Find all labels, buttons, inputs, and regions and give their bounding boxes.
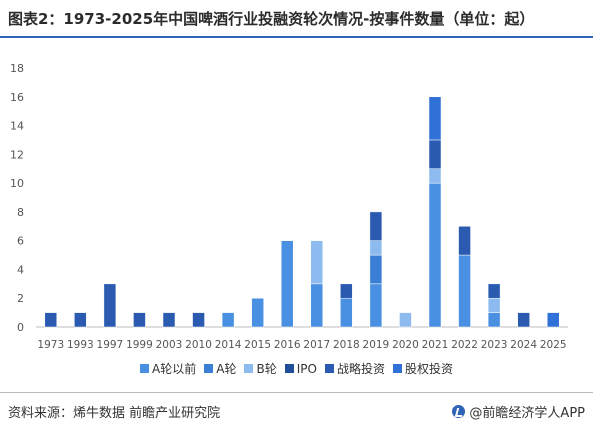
x-tick-label: 1993 [67, 339, 94, 351]
y-tick-label: 2 [17, 292, 24, 305]
x-tick-label: 2023 [481, 339, 508, 351]
bar-segment [458, 226, 471, 256]
bar-segment [192, 312, 205, 328]
y-tick-label: 8 [17, 206, 24, 219]
y-tick-label: 6 [17, 235, 24, 248]
legend-item: 战略投资 [324, 360, 385, 377]
bar-segment [340, 283, 353, 299]
x-tick-label: 2015 [244, 339, 271, 351]
x-tick-label: 2019 [363, 339, 390, 351]
legend-label: 战略投资 [336, 362, 385, 376]
y-tick-label: 10 [10, 177, 24, 190]
bar-segment [369, 283, 383, 328]
y-tick-label: 0 [17, 321, 24, 334]
legend-label: A轮 [216, 362, 237, 376]
bar-segment [221, 312, 235, 328]
bar-segment [369, 254, 383, 285]
bar-segment [458, 254, 471, 328]
bar-segment [369, 240, 383, 256]
legend-label: B轮 [256, 362, 277, 376]
bar-segment [487, 297, 501, 313]
legend-swatch [244, 364, 254, 373]
x-tick-label: 2018 [333, 339, 360, 351]
bar-segment [310, 283, 324, 328]
legend-label: IPO [296, 361, 317, 376]
bar-segment [428, 96, 442, 141]
legend-item: B轮 [244, 360, 277, 377]
legend-item: 股权投资 [392, 360, 453, 377]
legend-label: A轮以前 [152, 362, 197, 376]
source-note: 资料来源：烯牛数据 前瞻产业研究院 [8, 406, 221, 421]
x-tick-label: 2021 [422, 339, 449, 351]
x-tick-label: 2016 [274, 339, 301, 351]
x-tick-label: 2017 [303, 339, 330, 351]
legend-item: A轮以前 [140, 360, 196, 377]
bar-segment [428, 182, 442, 328]
bar-segment [399, 312, 412, 328]
bar-segment [133, 312, 146, 328]
x-tick-label: 2014 [215, 339, 242, 351]
x-tick-label: 1973 [37, 339, 64, 351]
bar-segment [428, 168, 442, 184]
bar-segment [162, 312, 176, 328]
bar-segment [428, 139, 442, 169]
bar-segment [44, 312, 58, 328]
bar-segment [251, 297, 264, 328]
bar-segment [103, 283, 117, 328]
x-tick-label: 2020 [392, 339, 419, 351]
x-tick-label: 2010 [185, 339, 212, 351]
x-tick-label: 2022 [451, 339, 478, 351]
legend-swatch [204, 364, 214, 373]
bar-segment [546, 312, 560, 328]
x-tick-label: 1999 [126, 339, 153, 351]
bar-segment [74, 312, 87, 328]
x-tick-label: 2024 [510, 339, 537, 351]
legend-swatch [140, 364, 150, 373]
bar-segment [517, 312, 530, 328]
brand-credit: @前瞻经济学人APP [452, 402, 585, 421]
y-tick-label: 16 [10, 91, 24, 104]
y-tick-label: 12 [10, 148, 24, 161]
brand-label: @前瞻经济学人APP [469, 406, 585, 421]
chart-legend: A轮以前 A轮 B轮 IPO 战略投资 股权投资 [0, 360, 593, 377]
bar-segment [310, 240, 324, 285]
brand-logo-icon [452, 405, 466, 418]
legend-swatch [324, 364, 334, 373]
y-tick-label: 14 [10, 120, 24, 133]
footer: 资料来源：烯牛数据 前瞻产业研究院 @前瞻经济学人APP [0, 392, 593, 426]
bar-segment [369, 211, 383, 241]
legend-swatch [392, 364, 402, 373]
x-tick-label: 2003 [156, 339, 183, 351]
bar-segment [487, 312, 501, 328]
title-divider [0, 36, 593, 38]
legend-label: 股权投资 [404, 362, 453, 376]
x-tick-label: 2025 [540, 339, 567, 351]
y-tick-label: 18 [10, 62, 24, 75]
x-tick-label: 1997 [97, 339, 124, 351]
legend-item: A轮 [204, 360, 236, 377]
chart-title: 图表2：1973-2025年中国啤酒行业投融资轮次情况-按事件数量（单位：起） [8, 10, 535, 28]
bar-segment [487, 283, 501, 299]
bar-segment [340, 297, 353, 328]
legend-item: IPO [284, 361, 317, 376]
y-tick-label: 4 [17, 263, 24, 276]
bar-segment [280, 240, 294, 328]
legend-swatch [284, 364, 294, 373]
